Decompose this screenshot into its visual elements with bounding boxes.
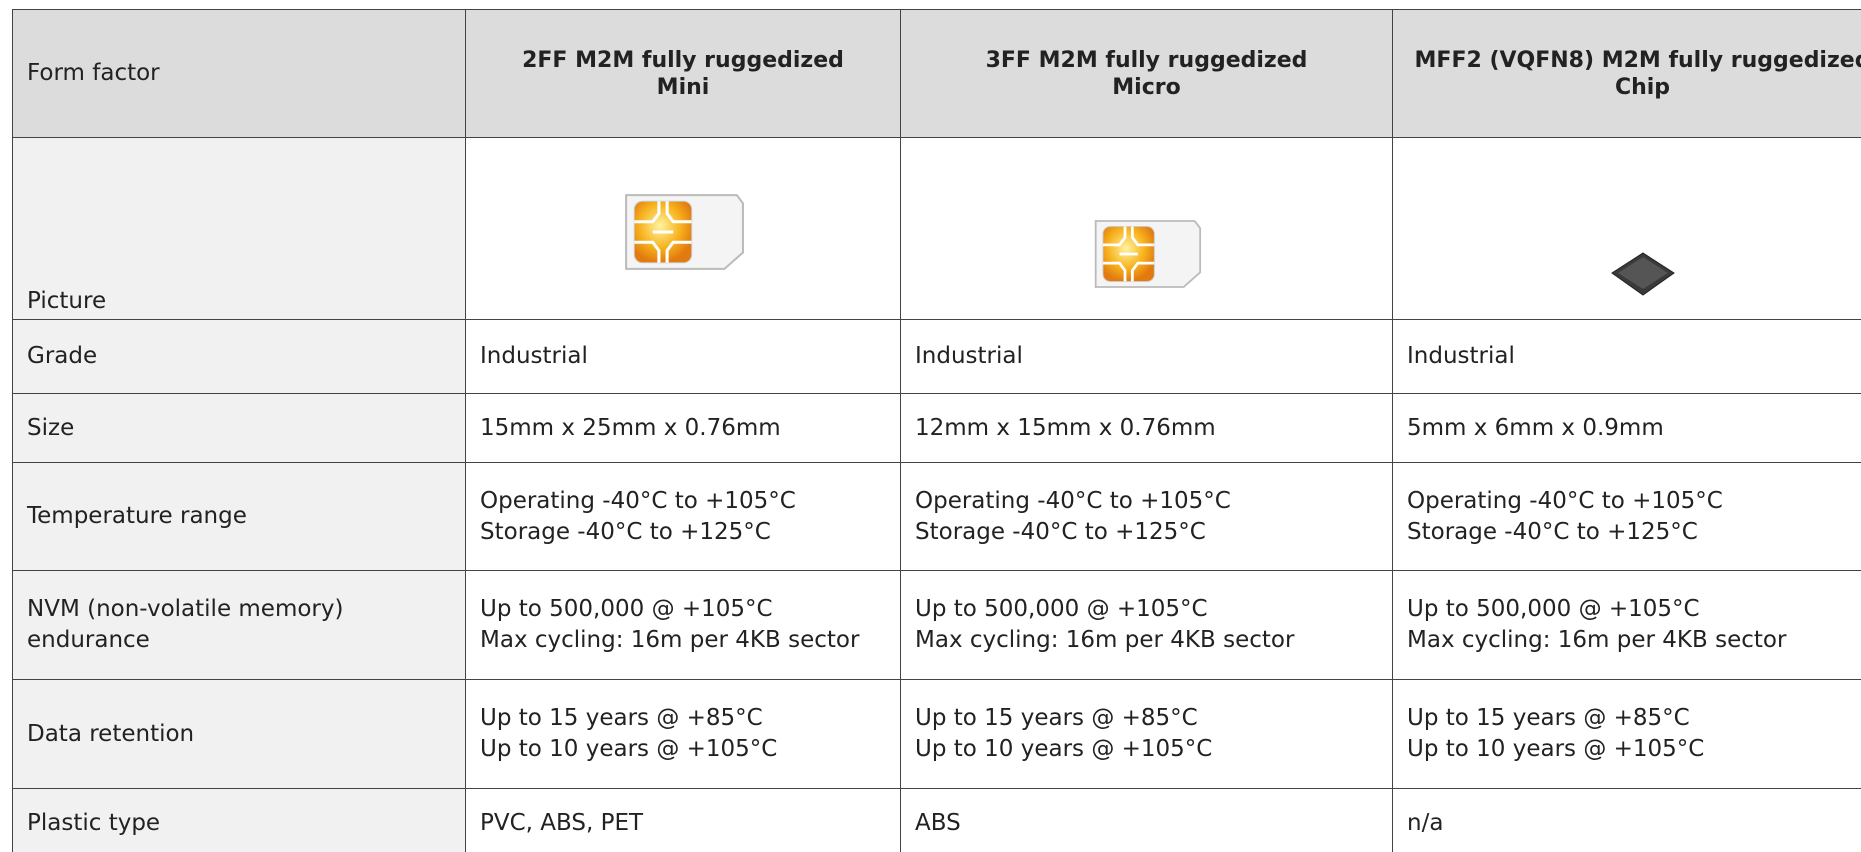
- cell-line: Max cycling: 16m per 4KB sector: [915, 625, 1378, 656]
- cell-line: Up to 10 years @ +105°C: [915, 734, 1378, 765]
- cell-line: Up to 15 years @ +85°C: [480, 703, 886, 734]
- table-cell: Industrial: [901, 320, 1393, 394]
- row-label: Data retention: [13, 680, 466, 789]
- cell-line: Up to 500,000 @ +105°C: [1407, 594, 1861, 625]
- cell-line: 3FF M2M fully ruggedized: [915, 47, 1378, 74]
- cell-line: Temperature range: [27, 501, 451, 532]
- table-cell: ABS: [901, 789, 1393, 852]
- table-row: Temperature range Operating -40°C to +105…: [13, 463, 1861, 571]
- cell-line: NVM (non-volatile memory) endurance: [27, 594, 451, 656]
- table-cell: 15mm x 25mm x 0.76mm: [466, 394, 901, 463]
- cell-line: Chip: [1407, 74, 1861, 101]
- cell-line: Storage -40°C to +125°C: [915, 517, 1378, 548]
- cell-line: Storage -40°C to +125°C: [480, 517, 886, 548]
- sim-icon: [1092, 204, 1202, 304]
- cell-line: 5mm x 6mm x 0.9mm: [1407, 413, 1861, 444]
- cell-line: 2FF M2M fully ruggedized: [480, 47, 886, 74]
- cell-line: Up to 10 years @ +105°C: [480, 734, 886, 765]
- table-cell: 5mm x 6mm x 0.9mm: [1393, 394, 1861, 463]
- picture-row: Picture: [13, 138, 1861, 320]
- header-cell: Form factor: [13, 10, 466, 138]
- chip-icon: [1608, 249, 1678, 299]
- cell-line: Max cycling: 16m per 4KB sector: [480, 625, 886, 656]
- table-cell: n/a: [1393, 789, 1861, 852]
- cell-line: 15mm x 25mm x 0.76mm: [480, 413, 886, 444]
- cell-line: Up to 500,000 @ +105°C: [915, 594, 1378, 625]
- cell-line: Industrial: [480, 341, 886, 372]
- sim-icon: [621, 191, 746, 273]
- cell-line: Industrial: [1407, 341, 1861, 372]
- cell-line: 12mm x 15mm x 0.76mm: [915, 413, 1378, 444]
- picture-cell: [901, 138, 1393, 320]
- cell-line: Industrial: [915, 341, 1378, 372]
- cell-line: Up to 15 years @ +85°C: [1407, 703, 1861, 734]
- cell-line: Operating -40°C to +105°C: [1407, 486, 1861, 517]
- row-label: Picture: [13, 138, 466, 320]
- table-row: Size 15mm x 25mm x 0.76mm 12mm x 15mm x 0.…: [13, 394, 1861, 463]
- cell-line: Operating -40°C to +105°C: [480, 486, 886, 517]
- cell-line: Up to 500,000 @ +105°C: [480, 594, 886, 625]
- cell-line: Data retention: [27, 719, 451, 750]
- cell-line: n/a: [1407, 808, 1861, 839]
- row-label: Grade: [13, 320, 466, 394]
- row-label: Plastic type: [13, 789, 466, 852]
- cell-line: Up to 15 years @ +85°C: [915, 703, 1378, 734]
- cell-line: PVC, ABS, PET: [480, 808, 886, 839]
- cell-line: Mini: [480, 74, 886, 101]
- row-label: NVM (non-volatile memory) endurance: [13, 571, 466, 680]
- cell-line: Micro: [915, 74, 1378, 101]
- table-cell: Industrial: [1393, 320, 1861, 394]
- table-cell: PVC, ABS, PET: [466, 789, 901, 852]
- cell-line: Storage -40°C to +125°C: [1407, 517, 1861, 548]
- cell-line: Size: [27, 413, 451, 444]
- picture-cell: [466, 138, 901, 320]
- cell-line: Operating -40°C to +105°C: [915, 486, 1378, 517]
- table-row: Grade Industrial Industrial Industrial: [13, 320, 1861, 394]
- page: Form factor2FF M2M fully ruggedizedMini3…: [0, 0, 1861, 852]
- cell-line: Grade: [27, 341, 451, 372]
- cell-line: Plastic type: [27, 808, 451, 839]
- cell-line: Up to 10 years @ +105°C: [1407, 734, 1861, 765]
- table-row: Plastic type PVC, ABS, PET ABS n/a: [13, 789, 1861, 852]
- row-label: Size: [13, 394, 466, 463]
- cell-line: Form factor: [27, 60, 451, 87]
- table-cell: 12mm x 15mm x 0.76mm: [901, 394, 1393, 463]
- table-body: Picture Grade Industrial Industrial Industr…: [13, 138, 1861, 852]
- cell-line: ABS: [915, 808, 1378, 839]
- cell-line: Max cycling: 16m per 4KB sector: [1407, 625, 1861, 656]
- row-label: Temperature range: [13, 463, 466, 571]
- table-cell: Industrial: [466, 320, 901, 394]
- picture-cell: [1393, 138, 1861, 320]
- cell-line: MFF2 (VQFN8) M2M fully ruggedized: [1407, 47, 1861, 74]
